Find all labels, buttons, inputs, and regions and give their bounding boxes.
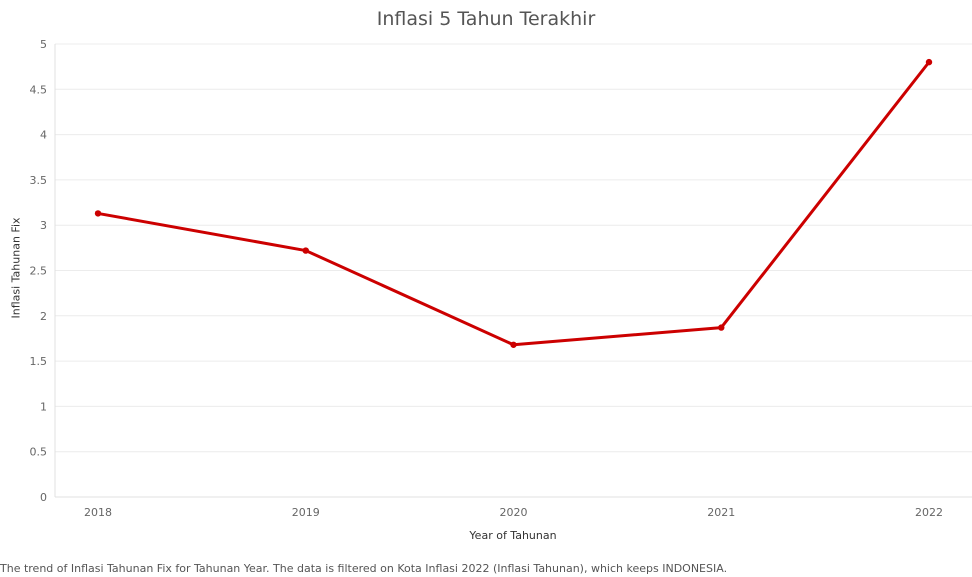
- data-point-2020: [510, 341, 517, 348]
- y-tick-label-5: 5: [40, 38, 47, 51]
- x-tick-label-2020: 2020: [500, 506, 528, 519]
- x-axis-label: Year of Tahunan: [469, 529, 557, 542]
- x-tick-label-2022: 2022: [915, 506, 943, 519]
- x-tick-label-2018: 2018: [84, 506, 112, 519]
- y-tick-label-2.5: 2.5: [30, 265, 48, 278]
- y-tick-label-4.5: 4.5: [30, 83, 48, 96]
- data-point-2021: [718, 324, 725, 331]
- x-tick-label-2019: 2019: [292, 506, 320, 519]
- data-point-2018: [94, 210, 102, 217]
- y-tick-label-3: 3: [40, 219, 47, 232]
- y-tick-label-0: 0: [40, 491, 47, 504]
- data-point-2022: [925, 58, 933, 66]
- series-line-0: [96, 60, 931, 347]
- y-axis-label: Inflasi Tahunan Fix: [9, 217, 23, 319]
- x-axis: 2018 2019 2020 2021 2022: [55, 496, 972, 519]
- y-tick-label-1: 1: [40, 400, 47, 413]
- y-tick-label-0.5: 0.5: [30, 446, 48, 459]
- grid-lines: [55, 43, 972, 498]
- plot-area: 00.511.522.533.544.55 2018 2019 2020 2021 20…: [30, 38, 972, 519]
- chart-title: Inflasi 5 Tahun Terakhir: [376, 8, 596, 30]
- y-tick-label-1.5: 1.5: [30, 355, 48, 368]
- series-line-group: [94, 58, 933, 348]
- x-tick-label-2021: 2021: [707, 506, 735, 519]
- y-tick-label-3.5: 3.5: [30, 174, 48, 187]
- y-tick-label-4: 4: [40, 129, 47, 142]
- y-axis: 0 0.5 1 1.5 2 2.5 3 3.5 4 4.5 5: [30, 38, 56, 504]
- y-tick-label-2: 2: [40, 310, 47, 323]
- data-point-2019: [302, 247, 309, 254]
- chart-caption: The trend of Inflasi Tahunan Fix for Tah…: [0, 562, 728, 575]
